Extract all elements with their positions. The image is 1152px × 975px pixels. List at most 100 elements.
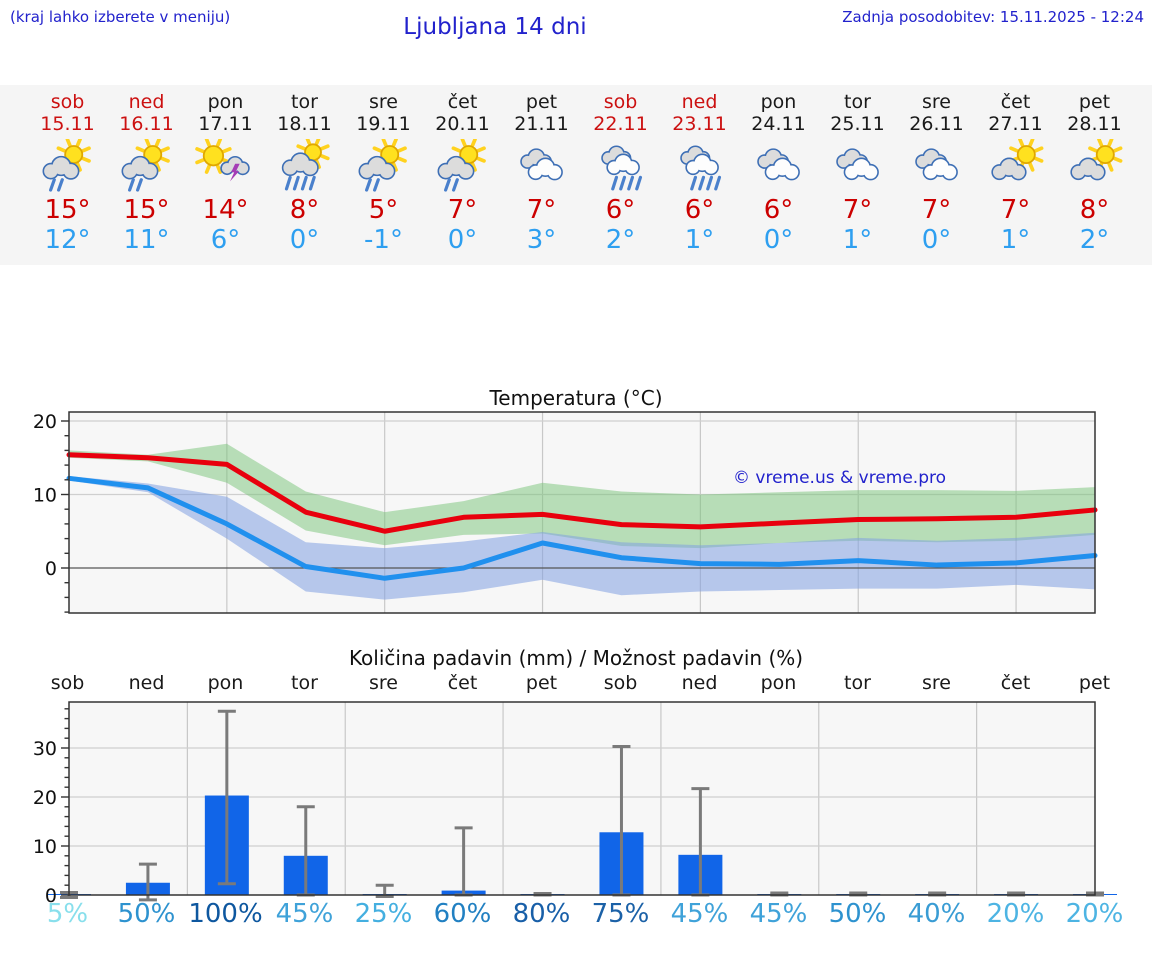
sun-ray <box>381 139 388 147</box>
sun-ray <box>1017 139 1024 147</box>
precip-y-tick-label: 10 <box>33 836 57 858</box>
high-temperature: 6° <box>605 195 636 225</box>
temperature-chart: 0 10 20 © vreme.us & vreme.pro <box>33 411 1098 614</box>
sun-disc <box>1016 145 1036 165</box>
day-name: tor <box>844 91 871 113</box>
day-date: 28.11 <box>1067 113 1122 135</box>
day-date: 21.11 <box>514 113 569 135</box>
precip-day-label: sre <box>369 672 398 694</box>
precip-day-label: pet <box>525 672 558 694</box>
sun-ray <box>451 146 461 153</box>
precip-chart-title: Količina padavin (mm) / Možnost padavin … <box>348 646 804 670</box>
sun-ray <box>1027 162 1034 172</box>
rain-streak <box>626 175 634 191</box>
rain-streak <box>618 175 626 191</box>
high-temperature: 7° <box>842 195 873 225</box>
last-update-timestamp: Zadnja posodobitev: 15.11.2025 - 12:24 <box>842 8 1144 26</box>
menu-hint-link[interactable]: (kraj lahko izberete v meniju) <box>10 8 231 26</box>
day-name: tor <box>291 91 318 113</box>
precip-day-label: ned <box>128 672 165 694</box>
day-name: pet <box>525 91 558 113</box>
rain-streak <box>689 175 697 191</box>
sun-ray <box>1106 139 1113 147</box>
forecast-day-column: pon 17.11 14° 6° <box>186 91 265 265</box>
max-temp-line <box>66 452 1098 534</box>
rain-streak <box>443 178 451 192</box>
low-temperature: 0° <box>763 225 794 255</box>
precip-day-label: pon <box>760 672 797 694</box>
precip-day-labels-row: sob ned pon tor sre čet pet sob ned pon tor sre čet p… <box>0 672 1152 694</box>
precip-probability-label: 5% <box>46 899 89 929</box>
day-name: sob <box>50 91 85 113</box>
forecast-day-column: čet 20.11 7° 0° <box>423 91 502 265</box>
low-temperature: 3° <box>526 225 557 255</box>
rain-streak <box>705 175 713 191</box>
precip-y-tick-label: 30 <box>33 738 57 760</box>
clouds-icon <box>818 137 897 195</box>
sun-ray <box>391 139 398 147</box>
sun-ray <box>1008 146 1019 153</box>
forecast-day-column: sre 19.11 5° -1° <box>344 91 423 265</box>
low-temperature: 12° <box>44 225 91 255</box>
precip-probability-row: 5% 50% 100% 45% 25% 60% 80% 75% 45% 45% 50% 40% 20% 2… <box>0 897 1152 931</box>
day-date: 26.11 <box>909 113 964 135</box>
high-temperature: 5° <box>368 195 399 225</box>
day-date: 20.11 <box>435 113 490 135</box>
sun-ray <box>204 164 211 174</box>
watermark-link[interactable]: © vreme.us & vreme.pro <box>733 468 946 488</box>
forecast-day-column: pet 21.11 7° 3° <box>502 91 581 265</box>
high-temperature: 8° <box>289 195 320 225</box>
high-temperature: 7° <box>526 195 557 225</box>
sun-ray <box>314 139 320 146</box>
precip-day-label: ned <box>681 672 718 694</box>
rain-streak <box>292 175 300 191</box>
clouds-icon <box>897 137 976 195</box>
sun-ray <box>221 147 232 154</box>
rain-streak <box>713 175 721 191</box>
clouds-rain-icon <box>660 137 739 195</box>
cloud-sun-icon <box>1055 137 1134 195</box>
sun-ray <box>215 164 222 174</box>
precip-day-label: čet <box>1000 672 1031 694</box>
sun-ray <box>396 146 407 153</box>
temperature-chart-title: Temperatura (°C) <box>489 386 663 410</box>
lightning-bolt <box>229 163 240 182</box>
sun-disc <box>202 145 224 167</box>
day-name: pet <box>1078 91 1111 113</box>
day-name: sre <box>922 91 951 113</box>
temp-y-tick-label: 20 <box>33 411 57 433</box>
rain-streak <box>284 175 292 191</box>
high-temperature: 7° <box>1000 195 1031 225</box>
sun-ray <box>75 162 82 172</box>
rain-streak <box>364 178 372 192</box>
sun-cloud-heavy-rain-icon <box>265 137 344 195</box>
forecast-day-column: pet 28.11 8° 2° <box>1055 91 1134 265</box>
high-temperature: 14° <box>202 195 249 225</box>
low-temperature: 1° <box>684 225 715 255</box>
day-name: čet <box>1000 91 1031 113</box>
precip-probability-label: 40% <box>907 899 966 929</box>
day-date: 23.11 <box>672 113 727 135</box>
rain-streak <box>634 175 642 191</box>
rain-streak <box>697 175 705 191</box>
forecast-day-column: ned 16.11 15° 11° <box>107 91 186 265</box>
cloud-sun-icon <box>976 137 1055 195</box>
sun-ray <box>470 139 477 147</box>
day-name: pon <box>760 91 797 113</box>
forecast-day-column: tor 25.11 7° 1° <box>818 91 897 265</box>
cloud-lobe-fill <box>1090 165 1104 179</box>
precip-y-tick-label: 20 <box>33 787 57 809</box>
rain-streak <box>135 178 143 192</box>
high-temperature: 7° <box>921 195 952 225</box>
low-temperature: 0° <box>921 225 952 255</box>
clouds-rain-icon <box>581 137 660 195</box>
day-date: 24.11 <box>751 113 806 135</box>
forecast-day-column: sob 22.11 6° 2° <box>581 91 660 265</box>
rain-streak <box>56 178 64 192</box>
sun-ray <box>1112 156 1122 163</box>
precip-probability-label: 75% <box>591 899 650 929</box>
low-temperature: 11° <box>123 225 170 255</box>
sun-ray <box>135 146 145 153</box>
forecast-day-strip: sob 15.11 15° 12° ned 16.11 15° 11° pon 17.11 14° 6… <box>0 85 1152 265</box>
precip-probability-label: 45% <box>275 899 334 929</box>
